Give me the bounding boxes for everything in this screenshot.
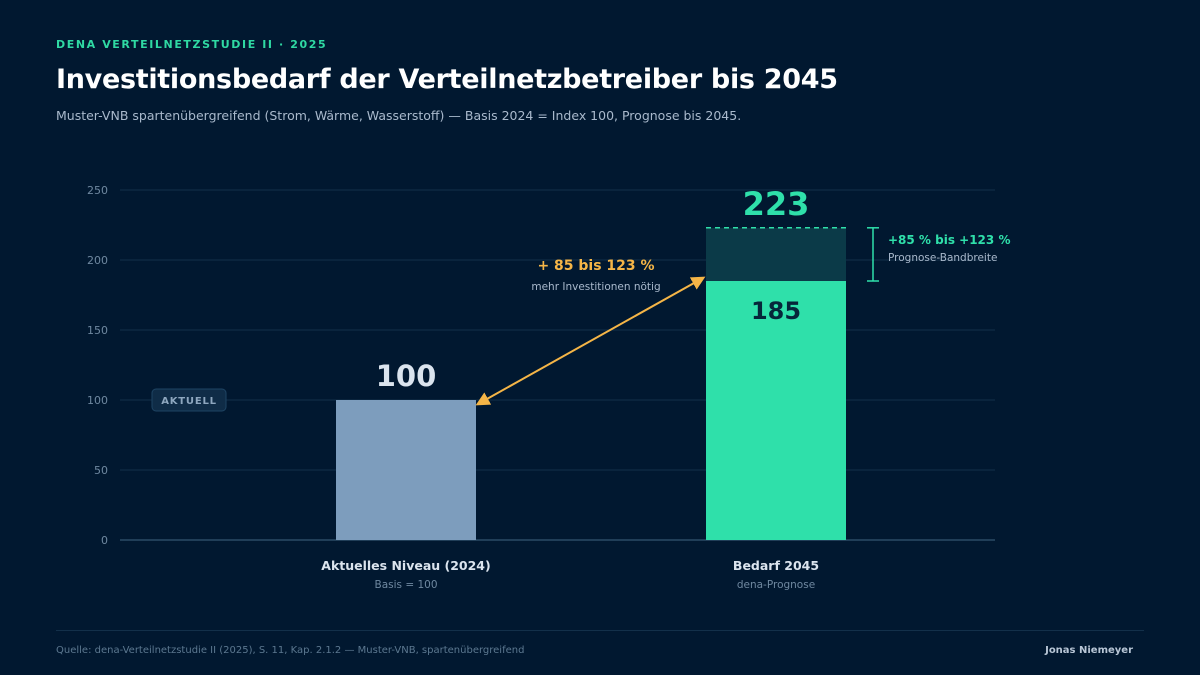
- bar-base: [336, 400, 476, 540]
- arrow-title: + 85 bis 123 %: [537, 258, 654, 274]
- x-category-sublabel: Basis = 100: [374, 579, 437, 591]
- x-category-sublabel: dena-Prognose: [737, 579, 815, 591]
- y-tick-label: 100: [87, 394, 108, 407]
- x-category-label: Bedarf 2045: [733, 558, 819, 573]
- y-tick-label: 200: [87, 254, 108, 267]
- bar-base-value-label: 100: [376, 359, 437, 393]
- band-title: +85 % bis +123 %: [888, 233, 1010, 247]
- current-badge: [151, 388, 227, 412]
- bar-forecast: [706, 281, 846, 540]
- current-badge-label: AKTUELL: [161, 396, 217, 407]
- y-tick-label: 150: [87, 324, 108, 337]
- chart-subtitle: Muster-VNB spartenübergreifend (Strom, W…: [56, 108, 742, 123]
- y-tick-label: 0: [101, 534, 108, 547]
- x-category-label: Aktuelles Niveau (2024): [321, 558, 490, 573]
- growth-arrow: [475, 276, 706, 406]
- arrow-subtitle: mehr Investitionen nötig: [531, 281, 660, 293]
- eyebrow-label: DENA VERTEILNETZSTUDIE II · 2025: [56, 38, 328, 51]
- bar-forecast-band: [706, 227, 846, 281]
- chart-title: Investitionsbedarf der Verteilnetzbetrei…: [56, 64, 838, 95]
- footer-source: Quelle: dena-Verteilnetzstudie II (2025)…: [56, 645, 525, 656]
- footer-divider: [56, 630, 1144, 631]
- bar-forecast-high-label: 223: [743, 185, 810, 223]
- bar-forecast-low-label: 185: [751, 297, 801, 325]
- band-subtitle: Prognose-Bandbreite: [888, 252, 997, 264]
- footer-author: Jonas Niemeyer: [1045, 645, 1133, 656]
- y-tick-label: 250: [87, 184, 108, 197]
- y-tick-label: 50: [94, 464, 108, 477]
